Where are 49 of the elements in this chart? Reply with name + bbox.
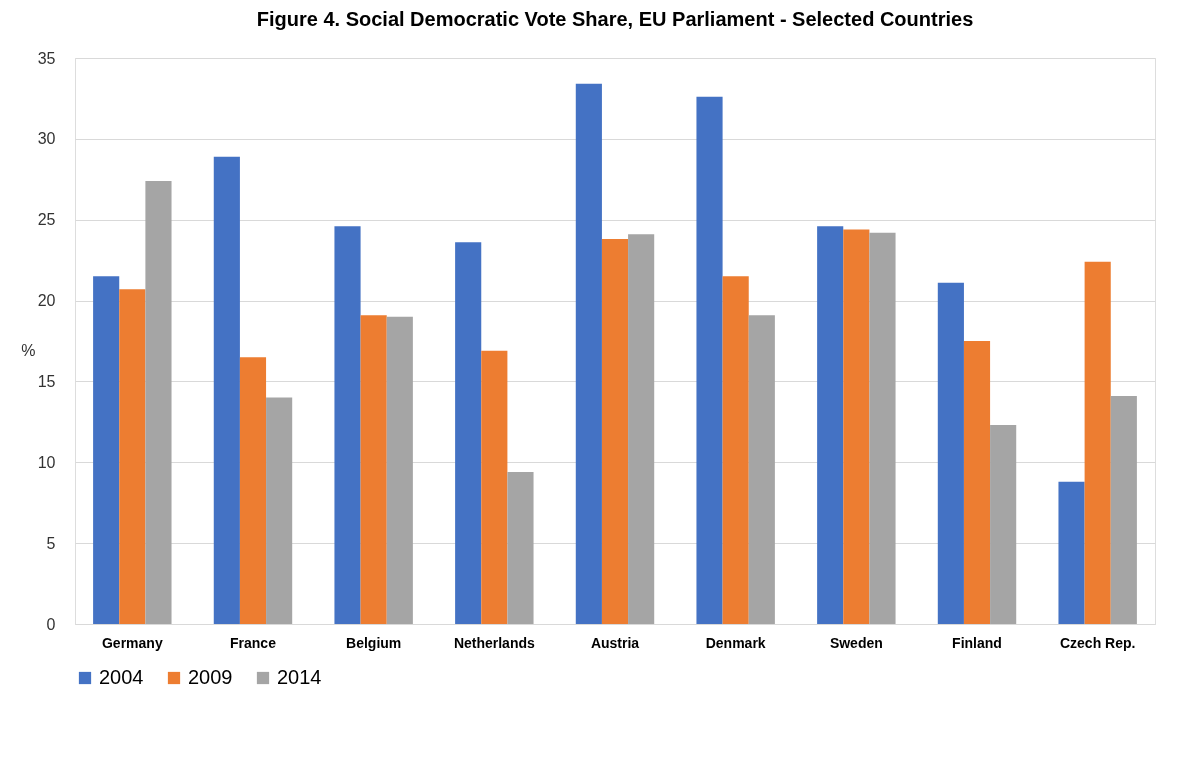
- bar: [1058, 481, 1085, 624]
- bar: [334, 226, 361, 624]
- x-tick-label: Denmark: [705, 634, 766, 651]
- y-tick-label: 30: [37, 130, 56, 148]
- legend-label: 2014: [277, 666, 322, 688]
- bar: [481, 350, 508, 624]
- legend-label: 2004: [99, 666, 144, 688]
- bar: [937, 282, 964, 624]
- y-tick-label: 25: [37, 211, 56, 229]
- legend-label: 2009: [188, 666, 233, 688]
- bar: [1110, 395, 1137, 624]
- x-tick-label: Germany: [101, 634, 163, 651]
- bar: [93, 276, 120, 624]
- x-tick-label: Sweden: [829, 634, 883, 651]
- y-tick-label: 10: [37, 453, 56, 471]
- y-tick-label: 0: [46, 615, 56, 633]
- x-tick-label: Austria: [590, 634, 640, 651]
- bar: [601, 239, 629, 624]
- bar: [145, 180, 172, 624]
- x-tick-label: Belgium: [346, 634, 402, 651]
- y-axis-title: %: [21, 341, 36, 359]
- bar: [213, 156, 240, 624]
- bar: [360, 315, 387, 624]
- bar: [748, 315, 775, 624]
- bar: [843, 229, 870, 624]
- y-tick-label: 15: [37, 372, 56, 390]
- bar: [575, 83, 602, 624]
- bar: [817, 226, 844, 624]
- y-tick-label: 20: [37, 292, 56, 310]
- bar: [869, 232, 896, 624]
- bar: [1084, 261, 1111, 624]
- bar: [119, 289, 146, 624]
- bar: [696, 96, 723, 624]
- x-tick-label: Finland: [952, 634, 1002, 651]
- chart-title: Figure 4. Social Democratic Vote Share, EU Parliament - Selected Countries: [256, 8, 974, 30]
- bar: [722, 276, 749, 624]
- y-tick-label: 35: [37, 49, 56, 67]
- bar: [386, 316, 413, 624]
- x-tick-label: Netherlands: [453, 634, 535, 651]
- bar: [455, 242, 482, 624]
- x-tick-label: Czech Rep.: [1059, 634, 1136, 651]
- bar: [963, 341, 991, 624]
- y-tick-label: 5: [46, 534, 56, 552]
- x-tick-label: France: [230, 634, 277, 651]
- bar: [507, 471, 534, 624]
- bar: [239, 357, 267, 624]
- bar: [266, 397, 293, 624]
- bar: [628, 234, 655, 624]
- bar: [990, 425, 1017, 624]
